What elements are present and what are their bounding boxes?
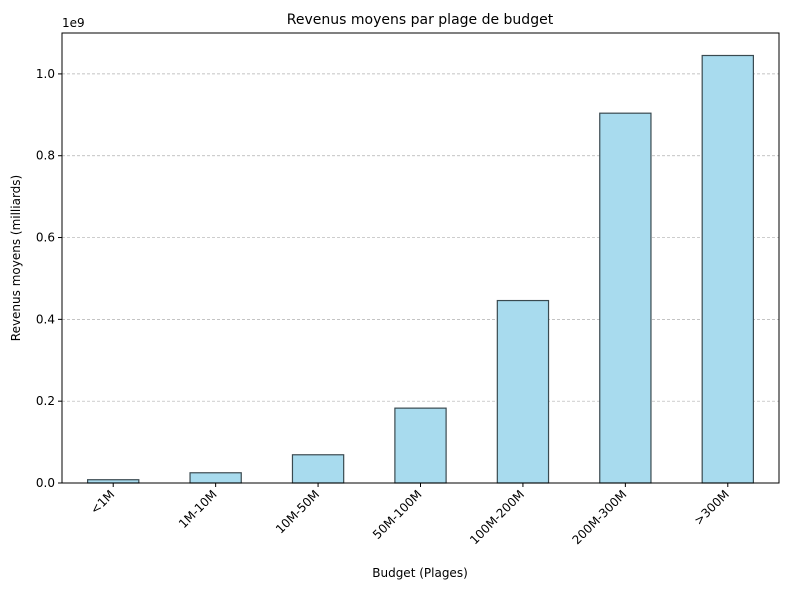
x-axis-ticks: <1M 1M-10M 10M-50M 50M-100M 100M-200M 200M-30… (88, 483, 732, 547)
x-tick-label: <1M (88, 487, 118, 517)
y-tick-label: 0.2 (36, 394, 55, 408)
x-axis-label: Budget (Plages) (372, 566, 468, 580)
grid-lines (62, 73, 779, 402)
y-tick-label: 0.6 (36, 231, 55, 245)
bars (87, 54, 754, 484)
bar (394, 407, 447, 484)
x-tick-label: 10M-50M (273, 487, 322, 536)
x-tick-label: 100M-200M (467, 487, 527, 547)
y-tick-label: 0.0 (36, 476, 55, 490)
bar (496, 299, 550, 484)
chart-title: Revenus moyens par plage de budget (287, 12, 554, 28)
x-tick-label: >300M (691, 487, 732, 528)
y-axis-label: Revenus moyens (milliards) (9, 175, 23, 341)
x-tick-label: 200M-300M (569, 487, 629, 547)
y-tick-label: 0.4 (36, 312, 55, 326)
y-offset-label: 1e9 (62, 16, 85, 30)
bar (189, 472, 242, 484)
x-tick-label: 1M-10M (176, 487, 220, 531)
x-tick-label: 50M-100M (370, 487, 425, 542)
bar (291, 454, 345, 484)
bar (599, 112, 652, 484)
bar (701, 54, 754, 484)
y-tick-label: 0.8 (36, 149, 55, 163)
y-axis-ticks: 0.0 0.2 0.4 0.6 0.8 1.0 (36, 67, 62, 490)
y-tick-label: 1.0 (36, 67, 55, 81)
